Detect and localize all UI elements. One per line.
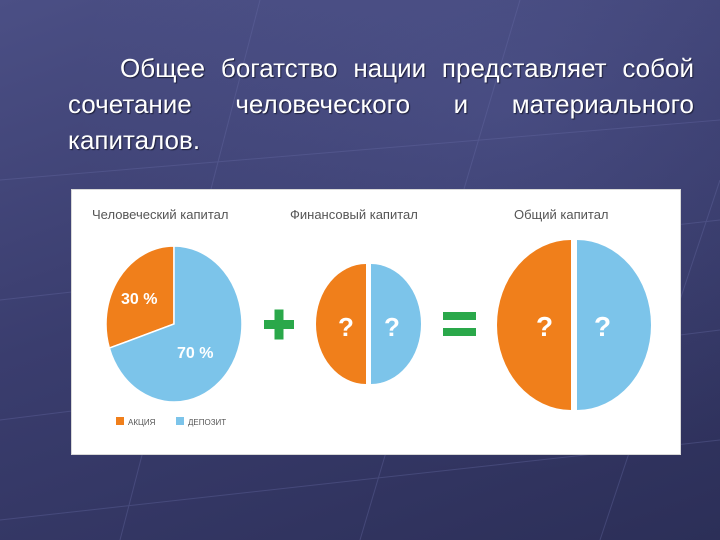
title-total-capital: Общий капитал xyxy=(514,207,609,222)
legend-label-deposit: ДЕПОЗИТ xyxy=(188,418,226,427)
slice-label-deposit: 70 % xyxy=(177,345,213,362)
pie-slice-deposit xyxy=(108,245,243,403)
financial-right-question: ? xyxy=(384,312,400,342)
legend: АКЦИЯ ДЕПОЗИТ xyxy=(116,417,226,427)
capital-figure: Человеческий капитал Финансовый капитал … xyxy=(72,190,680,454)
financial-half-deposit xyxy=(371,264,421,384)
total-left-question: ? xyxy=(536,311,553,342)
slide-text-content: Общее богатство нации представляет собой… xyxy=(68,53,694,155)
total-half-action xyxy=(497,240,571,410)
capital-diagram: Человеческий капитал Финансовый капитал … xyxy=(92,207,651,427)
total-right-question: ? xyxy=(594,311,611,342)
human-capital-pie xyxy=(105,245,243,403)
pie-slice-action xyxy=(105,245,175,350)
legend-swatch-action xyxy=(116,417,124,425)
financial-half-action xyxy=(316,264,366,384)
title-human-capital: Человеческий капитал xyxy=(92,207,228,222)
equals-icon xyxy=(443,312,476,336)
financial-capital-pie xyxy=(316,264,421,384)
financial-left-question: ? xyxy=(338,312,354,342)
slice-label-action: 30 % xyxy=(121,291,157,308)
slide-text: Общее богатство нации представляет собой… xyxy=(68,50,694,158)
total-half-deposit xyxy=(577,240,651,410)
legend-label-action: АКЦИЯ xyxy=(128,418,156,427)
plus-icon xyxy=(264,309,294,340)
total-capital-pie xyxy=(497,240,651,410)
title-financial-capital: Финансовый капитал xyxy=(290,207,418,222)
legend-swatch-deposit xyxy=(176,417,184,425)
